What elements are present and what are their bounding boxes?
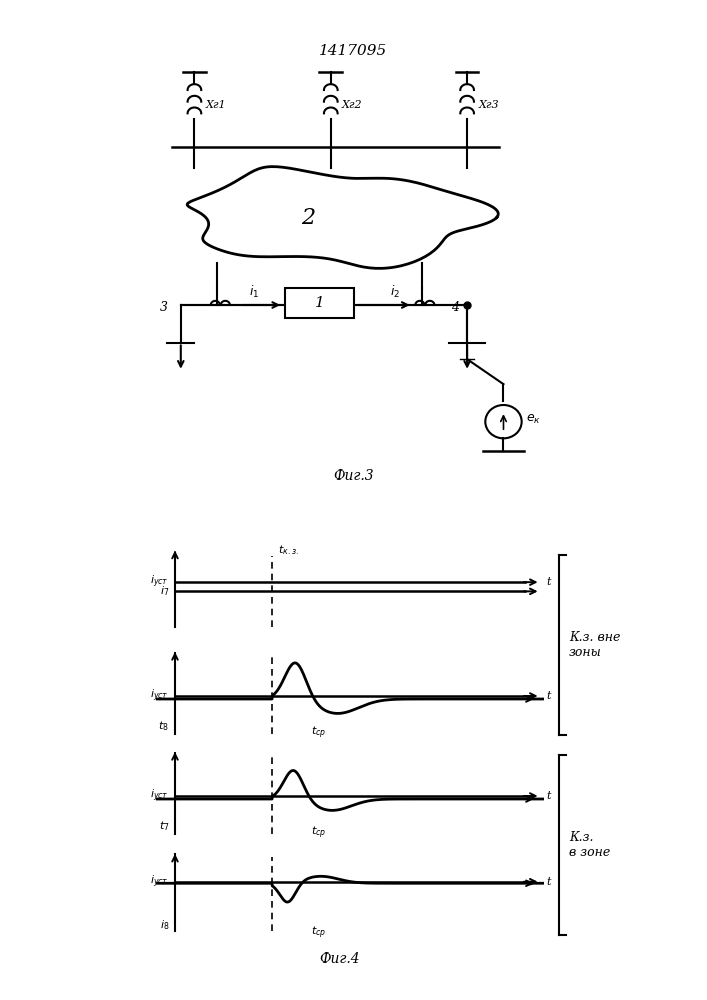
- Text: $t_8$: $t_8$: [158, 719, 169, 733]
- Text: $i_{уст}$: $i_{уст}$: [151, 874, 169, 890]
- Text: Xг3: Xг3: [479, 100, 499, 110]
- Text: 3: 3: [160, 301, 168, 314]
- Text: 4: 4: [451, 301, 460, 314]
- Bar: [286, 288, 354, 318]
- Text: $i_{уст}$: $i_{уст}$: [151, 688, 169, 704]
- Text: К.з.
в зоне: К.з. в зоне: [569, 831, 610, 859]
- Text: $t_{ср}$: $t_{ср}$: [311, 724, 327, 741]
- Text: $i_2$: $i_2$: [390, 284, 400, 300]
- Text: 2: 2: [301, 207, 315, 229]
- Text: 1: 1: [315, 296, 325, 310]
- Text: t: t: [547, 791, 551, 801]
- Text: $i_7$: $i_7$: [160, 584, 169, 598]
- Text: $i_8$: $i_8$: [160, 918, 169, 932]
- Text: $t_{ср}$: $t_{ср}$: [311, 925, 327, 941]
- Text: t: t: [547, 691, 551, 701]
- Text: К.з. вне
зоны: К.з. вне зоны: [569, 631, 621, 659]
- Text: 1417095: 1417095: [320, 44, 387, 58]
- Text: $i_1$: $i_1$: [249, 284, 259, 300]
- Text: Фиг.3: Фиг.3: [333, 469, 374, 483]
- Text: Xг1: Xг1: [206, 100, 226, 110]
- Text: Xг2: Xг2: [342, 100, 363, 110]
- Text: $t_{ср}$: $t_{ср}$: [311, 824, 327, 841]
- Text: Фиг.4: Фиг.4: [319, 952, 360, 966]
- Text: t: t: [547, 577, 551, 587]
- Text: $i_{уст}$: $i_{уст}$: [151, 574, 169, 590]
- Text: $t_{к.з.}$: $t_{к.з.}$: [278, 543, 299, 557]
- Text: $e_к$: $e_к$: [526, 413, 541, 426]
- Text: t: t: [547, 877, 551, 887]
- Text: $t_7$: $t_7$: [158, 819, 169, 833]
- Text: $i_{уст}$: $i_{уст}$: [151, 788, 169, 804]
